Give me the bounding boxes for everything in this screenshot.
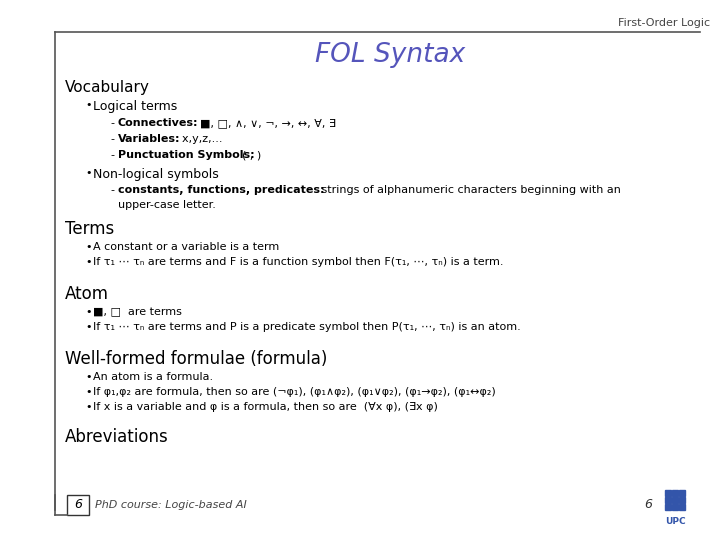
Text: •: • (85, 168, 91, 178)
Text: -: - (110, 150, 114, 160)
Text: •: • (85, 100, 91, 110)
Text: strings of alphanumeric characters beginning with an: strings of alphanumeric characters begin… (318, 185, 621, 195)
Text: •: • (85, 307, 91, 317)
Text: Vocabulary: Vocabulary (65, 80, 150, 95)
Text: Connectives:: Connectives: (118, 118, 199, 128)
Text: x,y,z,...: x,y,z,... (175, 134, 222, 144)
Bar (67, 495, 89, 515)
Text: PhD course: Logic-based AI: PhD course: Logic-based AI (95, 500, 247, 510)
Text: upper-case letter.: upper-case letter. (118, 200, 216, 210)
Text: If x is a variable and φ is a formula, then so are  (∀x φ), (∃x φ): If x is a variable and φ is a formula, t… (93, 402, 438, 412)
Text: Atom: Atom (65, 285, 109, 303)
Text: 6: 6 (74, 498, 82, 511)
Text: First-Order Logic: First-Order Logic (618, 18, 710, 28)
Text: FOL Syntax: FOL Syntax (315, 42, 465, 68)
Text: 6: 6 (644, 498, 652, 511)
Text: -: - (110, 134, 114, 144)
Text: -: - (110, 185, 114, 195)
Text: Variables:: Variables: (118, 134, 181, 144)
Text: If φ₁,φ₂ are formula, then so are (¬φ₁), (φ₁∧φ₂), (φ₁∨φ₂), (φ₁→φ₂), (φ₁↔φ₂): If φ₁,φ₂ are formula, then so are (¬φ₁),… (93, 387, 496, 397)
Text: Abreviations: Abreviations (65, 428, 168, 446)
Text: •: • (85, 372, 91, 382)
Text: An atom is a formula.: An atom is a formula. (93, 372, 213, 382)
Text: Non-logical symbols: Non-logical symbols (93, 168, 219, 181)
Text: •: • (85, 257, 91, 267)
Text: Logical terms: Logical terms (93, 100, 177, 113)
Text: If τ₁ ⋯ τₙ are terms and F is a function symbol then F(τ₁, ⋯, τₙ) is a term.: If τ₁ ⋯ τₙ are terms and F is a function… (93, 257, 503, 267)
Text: Well-formed formulae (formula): Well-formed formulae (formula) (65, 350, 328, 368)
Text: If τ₁ ⋯ τₙ are terms and P is a predicate symbol then P(τ₁, ⋯, τₙ) is an atom.: If τ₁ ⋯ τₙ are terms and P is a predicat… (93, 322, 521, 332)
Text: constants, functions, predicates:: constants, functions, predicates: (118, 185, 325, 195)
Text: -: - (110, 118, 114, 128)
Text: Punctuation Symbols:: Punctuation Symbols: (118, 150, 255, 160)
Text: ■, □, ∧, ∨, ¬, →, ↔, ∀, ∃: ■, □, ∧, ∨, ¬, →, ↔, ∀, ∃ (193, 118, 336, 128)
Text: A constant or a variable is a term: A constant or a variable is a term (93, 242, 279, 252)
Text: ■, □  are terms: ■, □ are terms (93, 307, 182, 317)
Text: •: • (85, 322, 91, 332)
Text: UPC: UPC (665, 517, 685, 526)
Text: •: • (85, 387, 91, 397)
Text: •: • (85, 242, 91, 252)
Text: •: • (85, 402, 91, 412)
Text: Terms: Terms (65, 220, 114, 238)
Text: ( , ): ( , ) (235, 150, 261, 160)
